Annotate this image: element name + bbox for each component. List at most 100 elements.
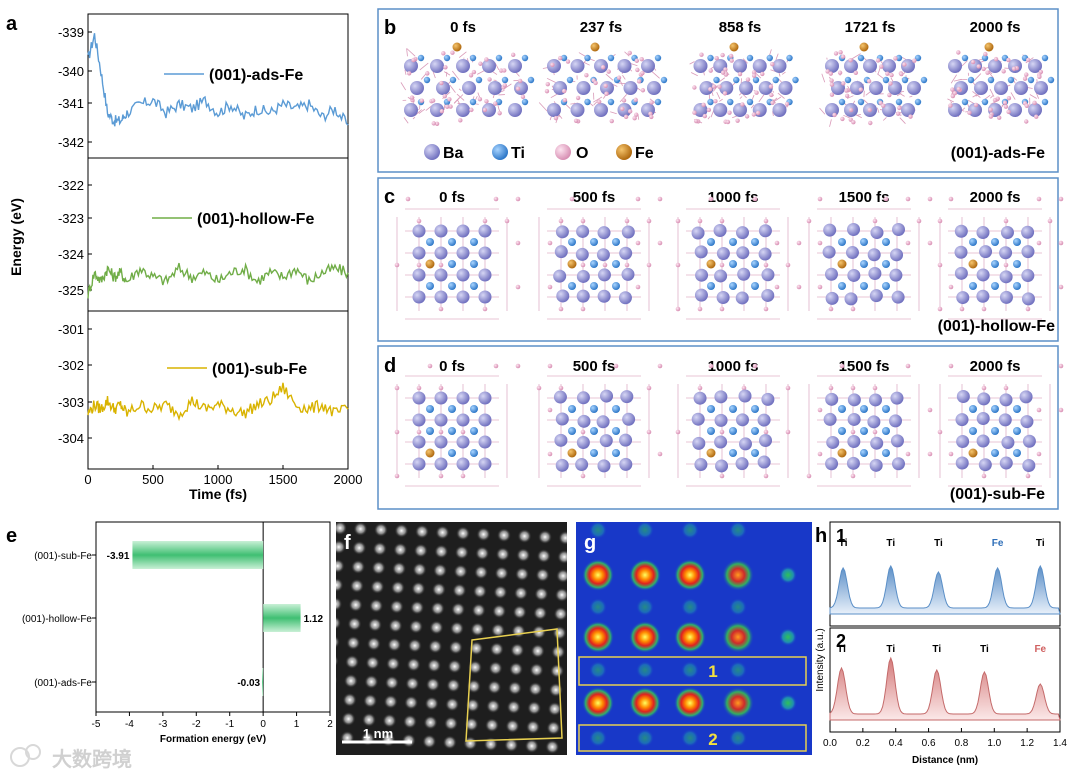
fe-atom [567,259,577,269]
o-atom [833,51,839,56]
ti-atom [475,76,483,84]
atom-column [390,580,405,595]
atom-column [424,696,439,711]
o-atom [905,196,911,202]
o-atom [701,102,706,107]
ba-atom [825,291,839,305]
atom-column [428,639,443,654]
atom-column [429,620,444,635]
ti-atom [751,260,759,268]
ba-atom [824,267,838,281]
o-atom [487,77,492,82]
o-atom [1047,218,1053,224]
atom-column [448,640,463,655]
category-label: (001)-hollow-Fe [22,614,92,625]
atom-column [472,584,487,599]
o-atom [825,69,830,74]
fe-atom [425,259,435,269]
ti-atom [772,76,779,84]
atom-column [495,547,510,562]
snapshot-time: 2000 fs [970,358,1021,375]
ti-atom [882,405,890,413]
o-atom [460,473,466,479]
o-atom [502,83,508,88]
peak-label: Ti [934,538,943,549]
o-atom [609,118,614,124]
o-atom [646,218,652,224]
ti-atom [1041,54,1049,62]
atom-column [475,546,490,561]
snapshot-time: 2000 fs [970,19,1021,36]
ba-atom [882,59,896,73]
ba-atom [617,59,632,73]
o-atom [817,284,823,290]
ba-atom [553,390,567,404]
ba-atom [434,413,448,427]
box-label-2: 2 [708,730,717,749]
bond [622,75,626,80]
o-atom [469,107,474,113]
panel-label-g: g [584,532,596,554]
ba-atom [619,433,633,447]
bond [742,58,748,64]
intensity-spot [681,729,699,747]
ti-atom [967,76,975,84]
ba-atom [478,268,492,282]
o-atom [902,62,907,67]
ba-atom [570,59,585,73]
ti-atom [707,405,715,413]
o-atom [948,363,954,369]
ti-atom [857,54,865,62]
atom-column [512,605,527,620]
o-atom [405,196,411,202]
o-atom [634,58,640,63]
ba-atom [1008,103,1022,117]
y-tick-label: -303 [58,395,84,410]
ti-atom [882,260,890,268]
ba-atom [693,391,707,405]
ti-atom [1013,405,1021,413]
atom-column [488,661,503,676]
ti-atom [568,238,576,246]
snapshot-time: 1500 fs [839,189,890,206]
bond [624,51,630,57]
ti-atom [729,260,737,268]
ba-atom [999,456,1013,470]
intensity-spot [779,694,797,712]
o-atom [657,451,663,457]
ba-atom [761,268,775,282]
atom-column [349,578,364,593]
o-atom [713,99,718,104]
intensity-spot [681,661,699,679]
ti-atom [612,405,620,413]
ba-atom [998,413,1012,427]
o-atom [558,218,564,224]
atom-column [343,673,358,688]
ba-atom [617,103,632,117]
ti-atom [1047,76,1055,84]
o-atom [866,78,872,84]
ba-atom [863,59,877,73]
ba-atom [761,392,775,406]
slab-structure-4 [819,42,928,127]
ba-atom [576,269,590,283]
ti-atom [895,98,903,106]
o-atom [741,385,747,391]
bond [406,48,408,57]
ti-atom [707,238,715,246]
ti-atom [733,76,740,84]
legend-fe: Fe [635,145,654,162]
o-atom [547,407,553,413]
o-atom [547,240,553,246]
ti-atom [470,427,478,435]
ba-atom [514,81,528,95]
o-atom [1036,196,1042,202]
atom-column [510,643,525,658]
ba-atom [478,435,492,449]
ti-atom [521,98,529,106]
ti-atom [969,282,977,290]
ba-atom [641,59,655,73]
snapshot-time: 2000 fs [970,189,1021,206]
ba-atom [575,247,589,261]
o-atom [624,262,630,268]
